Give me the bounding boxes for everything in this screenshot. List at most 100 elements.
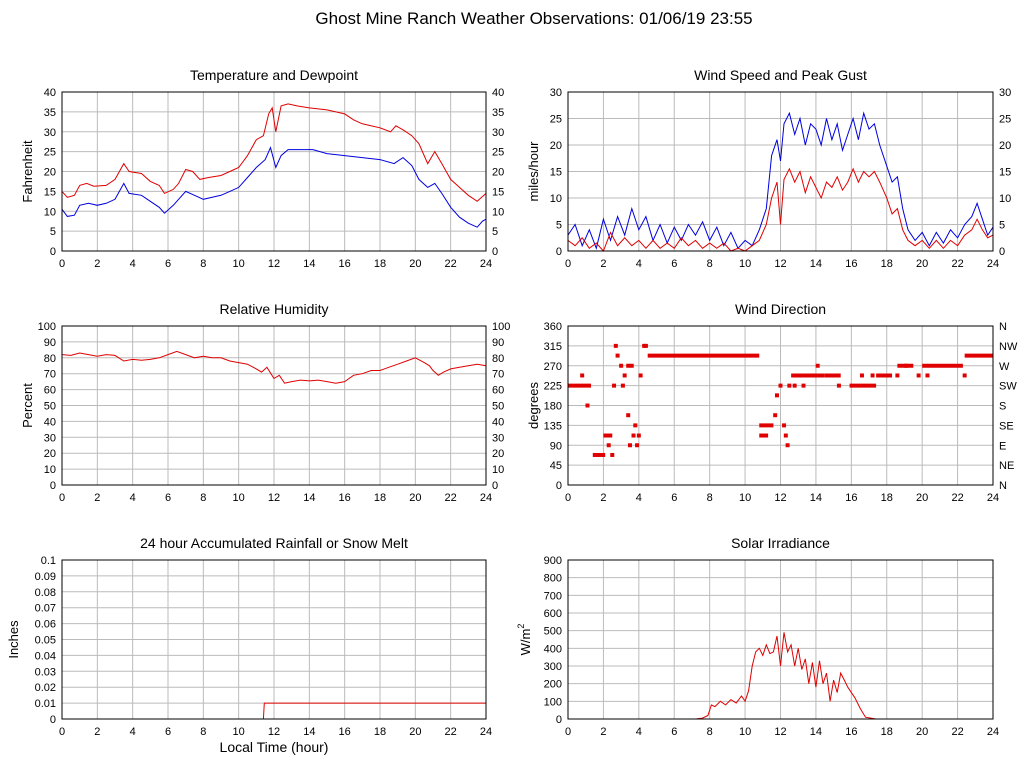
series-line-1 [61, 146, 487, 228]
plot-frame [61, 559, 487, 720]
x-tick-label: 18 [881, 492, 893, 504]
y-tick-label-right: 20 [492, 167, 504, 179]
x-tick-label: 16 [339, 492, 351, 504]
y-tick-label: 0.03 [35, 666, 56, 678]
chart-title: Solar Irradiance [731, 535, 830, 551]
series-line-0 [61, 350, 487, 384]
direction-point [580, 373, 585, 378]
direction-point [626, 363, 631, 368]
y-tick-label-right: 80 [492, 353, 504, 365]
y-tick-label-right: E [999, 440, 1006, 452]
direction-point [638, 373, 643, 378]
direction-point [782, 423, 787, 428]
direction-point [615, 353, 620, 358]
y-tick-label-right: 5 [492, 226, 498, 238]
y-tick-label: 30 [44, 432, 56, 444]
chart-humidity: 0 2 4 6 8 10 12 14 16 18 20 22 240102030405060708090… [20, 301, 510, 504]
x-tick-label: 4 [636, 492, 642, 504]
x-tick-label: 4 [130, 726, 136, 738]
direction-point [778, 383, 783, 388]
y-tick-label: 15 [550, 167, 562, 179]
y-axis-label-text: Inches [6, 620, 21, 659]
x-tick-label: 22 [445, 726, 457, 738]
x-tick-label: 18 [881, 258, 893, 270]
y-tick-label: 0 [50, 246, 56, 258]
x-tick-label: 10 [739, 726, 751, 738]
y-tick-label: 40 [44, 416, 56, 428]
y-tick-label: 20 [550, 140, 562, 152]
x-tick-label: 0 [59, 726, 65, 738]
y-tick-label: 60 [44, 385, 56, 397]
y-tick-label-right: 40 [492, 87, 504, 99]
y-tick-label-right: 10 [492, 206, 504, 218]
direction-point [916, 373, 921, 378]
y-tick-label-right: 0 [492, 480, 498, 492]
x-tick-label: 6 [165, 258, 171, 270]
x-tick-label: 8 [707, 492, 713, 504]
y-tick-label: 800 [544, 573, 562, 585]
direction-point [783, 433, 788, 438]
y-tick-label: 0.04 [35, 650, 56, 662]
direction-point [620, 383, 625, 388]
x-tick-label: 22 [951, 258, 963, 270]
x-tick-label: 4 [130, 492, 136, 504]
chart-temp: 0 2 4 6 8 10 12 14 16 18 20 22 240510152025303540051… [20, 67, 504, 270]
series-line-1 [567, 167, 994, 252]
direction-point [619, 363, 624, 368]
y-tick-label: 500 [544, 626, 562, 638]
direction-point [773, 413, 778, 418]
x-tick-label: 22 [951, 726, 963, 738]
x-tick-label: 8 [707, 258, 713, 270]
y-tick-label-right: 15 [999, 167, 1011, 179]
y-axis-label-text: Fahrenheit [20, 140, 35, 203]
y-tick-label-right: 35 [492, 107, 504, 119]
plot-frame [567, 325, 994, 486]
x-tick-label: 12 [268, 492, 280, 504]
y-tick-label-right: S [999, 401, 1006, 413]
y-tick-label: 10 [44, 206, 56, 218]
plot-frame [61, 91, 487, 252]
y-tick-label: 0 [50, 714, 56, 726]
chart-direction: 0 2 4 6 8 10 12 14 16 18 20 22 240459013518022527031… [526, 301, 1018, 504]
y-tick-label: 30 [550, 87, 562, 99]
x-tick-label: 14 [303, 726, 315, 738]
y-tick-label-right: 5 [999, 220, 1005, 232]
x-tick-label: 18 [374, 492, 386, 504]
y-tick-label-right: 90 [492, 337, 504, 349]
y-tick-label-right: 40 [492, 416, 504, 428]
chart-title: 24 hour Accumulated Rainfall or Snow Mel… [140, 535, 408, 551]
x-tick-label: 2 [600, 492, 606, 504]
y-tick-label-right: 0 [999, 246, 1005, 258]
plot-frame [567, 559, 994, 720]
direction-point [785, 443, 790, 448]
x-tick-label: 20 [409, 726, 421, 738]
x-axis-label: Local Time (hour) [220, 739, 329, 755]
direction-point [622, 373, 627, 378]
x-tick-label: 24 [480, 726, 492, 738]
x-tick-label: 12 [774, 492, 786, 504]
x-tick-label: 20 [409, 258, 421, 270]
x-tick-label: 2 [600, 258, 606, 270]
direction-point [610, 452, 615, 457]
x-tick-label: 24 [480, 258, 492, 270]
y-axis-label-text: miles/hour [526, 141, 541, 202]
direction-point [635, 443, 640, 448]
direction-point [859, 373, 864, 378]
x-tick-label: 14 [303, 492, 315, 504]
x-tick-label: 24 [987, 492, 999, 504]
direction-point [815, 363, 820, 368]
y-tick-label-right: 30 [492, 127, 504, 139]
y-tick-label: 70 [44, 369, 56, 381]
y-tick-label-right: N [999, 321, 1007, 333]
x-tick-label: 6 [671, 726, 677, 738]
y-tick-label: 100 [544, 696, 562, 708]
direction-point [629, 363, 634, 368]
direction-point [636, 433, 641, 438]
y-tick-label: 15 [44, 186, 56, 198]
y-tick-label: 600 [544, 608, 562, 620]
x-tick-label: 0 [565, 258, 571, 270]
y-tick-label-right: 70 [492, 369, 504, 381]
y-tick-label: 360 [544, 321, 562, 333]
x-tick-label: 16 [845, 726, 857, 738]
